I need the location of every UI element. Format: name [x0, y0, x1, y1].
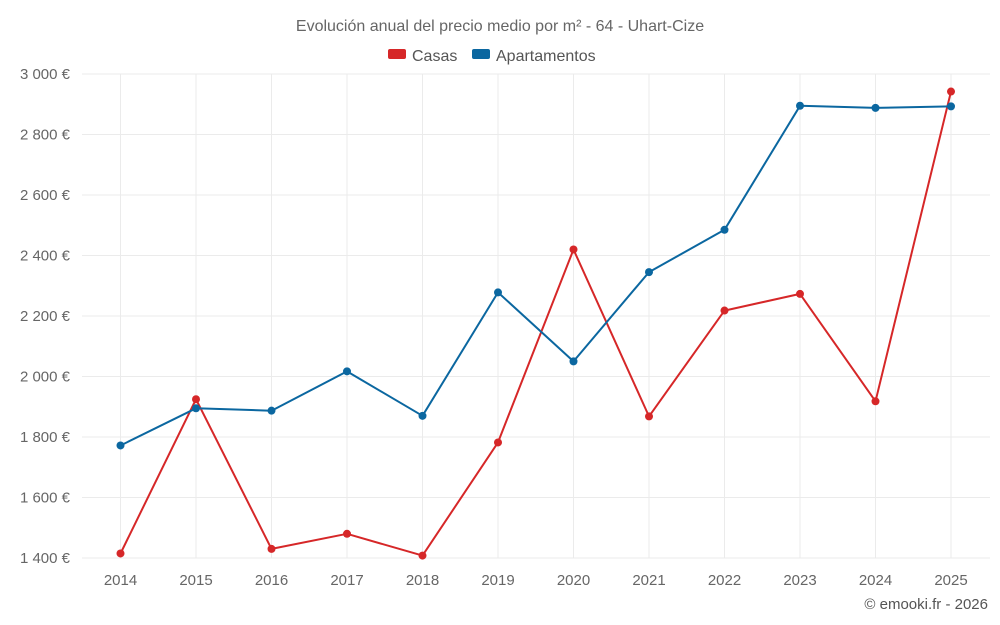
data-point-apartamentos[interactable] — [947, 102, 955, 111]
y-tick-label: 3 000 € — [20, 66, 71, 83]
x-tick-label: 2021 — [632, 572, 665, 589]
legend-swatch-apartamentos — [472, 49, 490, 59]
credit-text: © emooki.fr - 2026 — [864, 596, 988, 613]
data-point-casas[interactable] — [494, 438, 502, 447]
series-apartamentos — [116, 101, 955, 450]
x-tick-label: 2023 — [783, 572, 816, 589]
y-tick-label: 1 800 € — [20, 429, 71, 446]
x-tick-label: 2016 — [255, 572, 288, 589]
data-point-apartamentos[interactable] — [418, 411, 427, 420]
data-point-casas[interactable] — [796, 289, 804, 298]
data-point-casas[interactable] — [116, 549, 125, 558]
x-axis: 2014 2015 2016 2017 2018 2019 2020 2021 2022 2023… — [104, 572, 968, 589]
data-point-apartamentos[interactable] — [343, 367, 351, 376]
data-point-apartamentos[interactable] — [569, 357, 578, 366]
x-tick-label: 2022 — [708, 572, 741, 589]
y-tick-label: 2 400 € — [20, 248, 71, 265]
data-point-apartamentos[interactable] — [192, 404, 200, 413]
legend-label-apartamentos: Apartamentos — [496, 48, 596, 65]
data-point-casas[interactable] — [871, 397, 880, 406]
legend-item-apartamentos[interactable]: Apartamentos — [472, 48, 596, 65]
y-tick-label: 1 400 € — [20, 550, 71, 567]
data-point-apartamentos[interactable] — [494, 288, 502, 297]
y-tick-label: 2 000 € — [20, 369, 71, 386]
legend: Casas Apartamentos — [388, 48, 596, 65]
x-tick-label: 2025 — [934, 572, 967, 589]
data-point-casas[interactable] — [418, 551, 427, 560]
x-tick-label: 2017 — [330, 572, 363, 589]
y-axis: 1 400 € 1 600 € 1 800 € 2 000 € 2 200 € 2 400… — [20, 66, 71, 567]
data-point-apartamentos[interactable] — [116, 441, 125, 450]
data-point-apartamentos[interactable] — [645, 268, 653, 277]
series-layer — [116, 87, 955, 560]
data-point-casas[interactable] — [343, 529, 351, 538]
data-point-apartamentos[interactable] — [720, 225, 729, 234]
legend-label-casas: Casas — [412, 48, 457, 65]
data-point-apartamentos[interactable] — [267, 406, 276, 415]
series-casas — [116, 87, 955, 560]
grid — [82, 73, 990, 559]
x-tick-label: 2015 — [179, 572, 212, 589]
y-tick-label: 2 600 € — [20, 187, 71, 204]
x-tick-label: 2014 — [104, 572, 137, 589]
data-point-casas[interactable] — [645, 412, 653, 421]
x-tick-label: 2024 — [859, 572, 892, 589]
data-point-casas[interactable] — [947, 87, 955, 96]
data-point-apartamentos[interactable] — [871, 103, 880, 112]
y-tick-label: 1 600 € — [20, 490, 71, 507]
x-tick-label: 2020 — [557, 572, 590, 589]
data-point-casas[interactable] — [267, 544, 276, 553]
data-point-casas[interactable] — [192, 395, 200, 404]
series-line-casas — [119, 91, 952, 557]
series-line-apartamentos — [120, 104, 952, 447]
legend-item-casas[interactable]: Casas — [388, 48, 457, 65]
data-point-apartamentos[interactable] — [796, 101, 804, 110]
y-tick-label: 2 800 € — [20, 127, 71, 144]
x-tick-label: 2019 — [481, 572, 514, 589]
chart-title: Evolución anual del precio medio por m² … — [296, 18, 704, 35]
y-tick-label: 2 200 € — [20, 308, 71, 325]
data-point-casas[interactable] — [720, 306, 729, 315]
x-tick-label: 2018 — [406, 572, 439, 589]
data-point-casas[interactable] — [569, 245, 578, 254]
legend-swatch-casas — [388, 49, 406, 59]
